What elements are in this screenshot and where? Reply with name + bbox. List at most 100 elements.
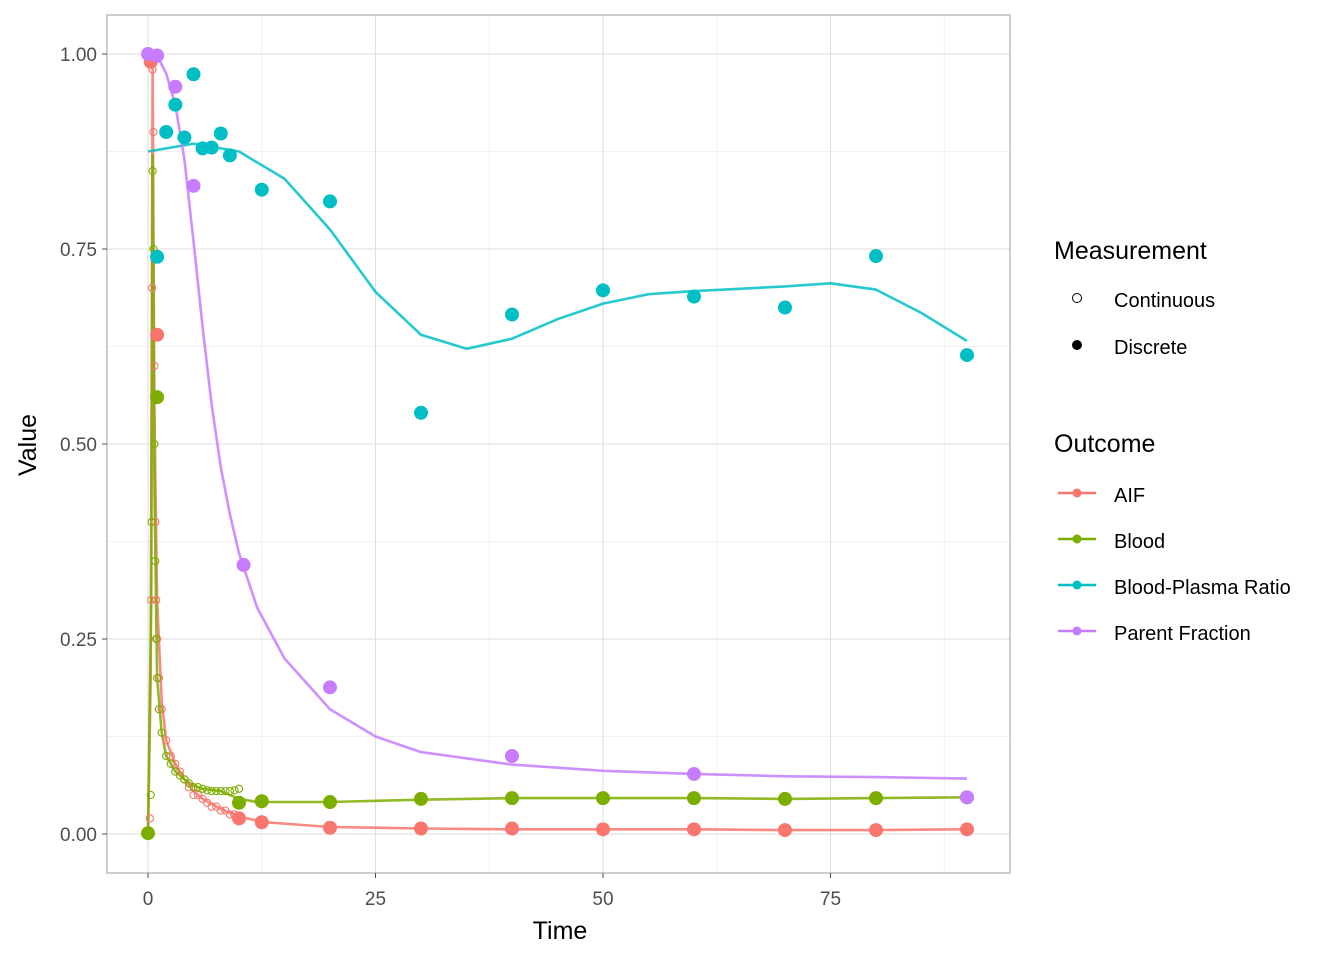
major-gridlines	[107, 15, 1010, 873]
discrete-point	[150, 390, 165, 405]
fit-line-parent-fraction	[147, 52, 968, 780]
discrete-point	[168, 79, 183, 94]
continuous-point	[151, 556, 160, 566]
continuous-point	[152, 634, 161, 644]
discrete-point	[778, 823, 792, 838]
continuous-point	[171, 759, 180, 768]
continuous-point	[230, 786, 239, 795]
discrete-point	[323, 820, 337, 835]
legend-key-dot-blood-plasma-ratio	[1072, 580, 1082, 590]
discrete-point	[687, 289, 701, 304]
legend-label-discrete: Discrete	[1114, 337, 1187, 359]
filled-circle-icon	[1072, 340, 1082, 350]
legend-label-parent-fraction: Parent Fraction	[1114, 623, 1251, 645]
continuous-point	[162, 751, 171, 761]
continuous-point	[154, 705, 164, 714]
continuous-point	[157, 705, 166, 714]
discrete-point	[414, 791, 428, 806]
legend-label-aif: AIF	[1114, 485, 1145, 507]
legend-item-blood-plasma-ratio: Blood-Plasma Ratio	[1058, 577, 1291, 599]
continuous-point	[184, 783, 194, 792]
discrete-point	[869, 823, 883, 838]
discrete-point	[596, 283, 610, 298]
continuous-point	[198, 784, 207, 793]
y-tick-label: 1.00	[60, 45, 97, 66]
legend-item-discrete: Discrete	[1072, 337, 1187, 359]
x-tick-label: 75	[820, 889, 841, 910]
continuous-point	[146, 790, 155, 800]
open-circle-icon	[1072, 293, 1082, 303]
discrete-point	[150, 48, 165, 63]
discrete-point	[177, 130, 192, 145]
x-axis-title: Time	[533, 917, 588, 945]
continuous-point	[234, 784, 244, 793]
continuous-point	[212, 786, 221, 796]
discrete-point	[960, 822, 974, 837]
continuous-point	[150, 439, 159, 449]
continuous-point	[147, 283, 157, 293]
discrete-point	[236, 557, 251, 572]
discrete-point	[222, 148, 237, 163]
legend-title-outcome: Outcome	[1054, 430, 1155, 458]
y-tick-labels: 0.00 0.25 0.50 0.75 1.00	[60, 45, 97, 846]
discrete-point	[778, 791, 792, 806]
discrete-point	[150, 327, 165, 342]
y-tick-label: 0.00	[60, 825, 97, 846]
continuous-point	[207, 786, 216, 796]
fit-line-blood-plasma-ratio	[147, 142, 968, 351]
legend-label-blood: Blood	[1114, 531, 1165, 553]
discrete-point	[141, 826, 155, 841]
x-tick-labels: 0 25 50 75	[143, 889, 841, 910]
discrete-point	[596, 822, 610, 837]
legend-item-parent-fraction: Parent Fraction	[1058, 623, 1251, 645]
y-tick-label: 0.25	[60, 630, 97, 651]
continuous-point	[149, 127, 158, 137]
legend-key-dot-blood	[1072, 534, 1082, 544]
discrete-point	[186, 178, 201, 193]
x-tick-label: 25	[365, 889, 386, 910]
continuous-point	[225, 786, 235, 796]
y-axis-title: Value	[14, 414, 42, 476]
discrete-point	[168, 97, 183, 112]
legend-label-blood-plasma-ratio: Blood-Plasma Ratio	[1114, 577, 1291, 599]
x-tick-label: 50	[592, 889, 613, 910]
discrete-point	[687, 822, 701, 837]
continuous-point	[202, 786, 212, 795]
continuous-point	[148, 166, 157, 176]
y-tick-label: 0.75	[60, 240, 97, 261]
continuous-point	[152, 595, 161, 605]
discrete-point	[232, 795, 246, 810]
continuous-point	[221, 786, 230, 796]
discrete-point	[505, 307, 519, 322]
axis-ticks	[102, 53, 831, 878]
continuous-point	[166, 759, 175, 768]
discrete-point	[254, 815, 269, 830]
continuous-point	[189, 790, 198, 800]
legend-item-continuous: Continuous	[1072, 290, 1215, 312]
legend-item-blood: Blood	[1058, 531, 1165, 553]
discrete-point	[414, 821, 428, 836]
continuous-point	[145, 814, 154, 823]
continuous-point	[162, 736, 171, 745]
discrete-point	[150, 249, 165, 264]
legend: Measurement Continuous Discrete Outcome …	[1054, 237, 1291, 645]
continuous-point	[175, 767, 184, 776]
continuous-point	[216, 806, 225, 815]
discrete-point	[323, 795, 337, 810]
discrete-point	[254, 182, 269, 197]
legend-key-dot-parent-fraction	[1072, 626, 1082, 636]
discrete-point	[869, 791, 883, 806]
discrete-point	[254, 794, 269, 809]
discrete-point	[596, 791, 610, 806]
discrete-point	[687, 766, 701, 781]
continuous-point	[166, 751, 175, 761]
discrete-point	[323, 680, 337, 695]
fit-line-blood	[146, 154, 968, 835]
discrete-point	[414, 405, 428, 420]
legend-label-continuous: Continuous	[1114, 290, 1215, 312]
continuous-point	[152, 673, 162, 683]
discrete-point	[204, 140, 219, 155]
continuous-point	[216, 786, 225, 796]
continuous-point	[147, 595, 156, 605]
